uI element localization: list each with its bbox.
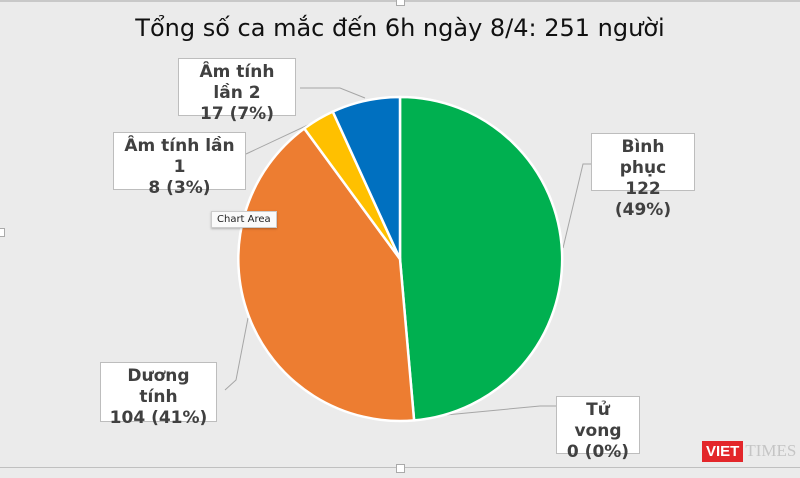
- slice-am-tinh-2: [331, 95, 402, 261]
- resize-handle-left[interactable]: [0, 228, 5, 237]
- viettimes-logo: VIET TIMES: [702, 440, 796, 462]
- chart-area-tooltip: Chart Area: [211, 211, 277, 228]
- chart-title: Tổng số ca mắc đến 6h ngày 8/4: 251 ngườ…: [135, 14, 665, 42]
- label-binh-phuc: Bình phục 122 (49%): [591, 133, 695, 220]
- label-am-tinh-1: Âm tính lần 1 8 (3%): [113, 132, 246, 198]
- label-am-tinh-2: Âm tính lần 2 17 (7%): [178, 58, 296, 124]
- resize-handle-top[interactable]: [396, 0, 405, 6]
- slice-binh-phuc: [398, 95, 564, 422]
- label-duong-tinh: Dương tính 104 (41%): [100, 362, 217, 428]
- resize-handle-bottom[interactable]: [396, 464, 405, 473]
- label-tu-vong: Tử vong 0 (0%): [556, 396, 640, 462]
- slice-duong-tinh: [237, 127, 416, 423]
